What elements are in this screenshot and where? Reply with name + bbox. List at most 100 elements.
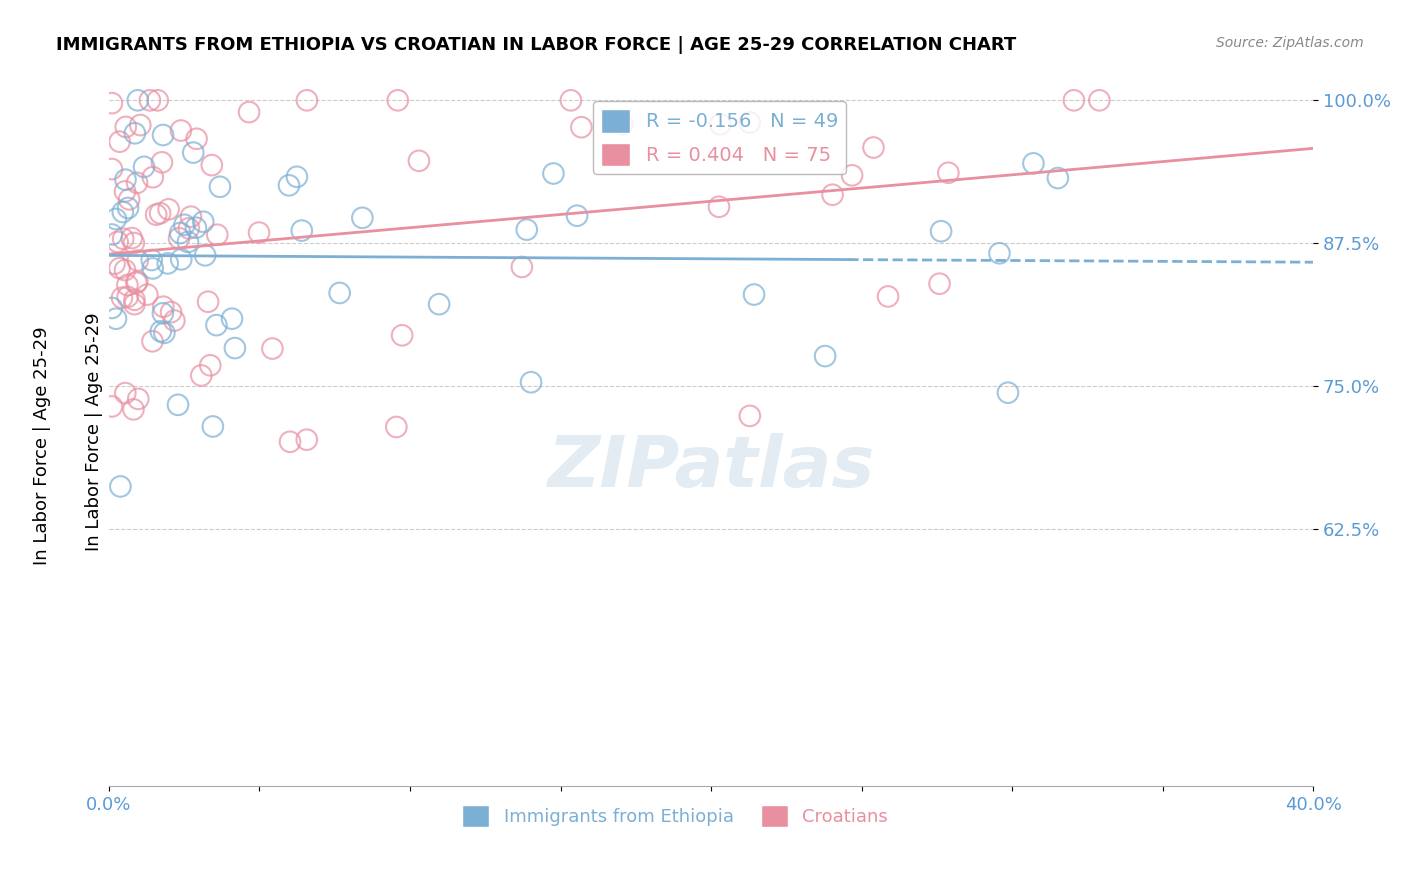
Point xyxy=(127,392,149,406)
Point xyxy=(132,160,155,174)
Point xyxy=(221,311,243,326)
Point xyxy=(149,206,172,220)
Point xyxy=(152,128,174,142)
Point xyxy=(117,201,139,215)
Point xyxy=(612,117,634,131)
Point xyxy=(167,231,190,245)
Point xyxy=(121,231,143,245)
Point xyxy=(114,386,136,401)
Point xyxy=(510,260,533,274)
Point xyxy=(114,185,136,199)
Point xyxy=(103,257,125,271)
Point xyxy=(114,263,136,277)
Point xyxy=(352,211,374,225)
Point xyxy=(122,402,145,417)
Point xyxy=(111,205,134,219)
Point xyxy=(295,93,318,107)
Point xyxy=(157,202,180,217)
Point xyxy=(988,246,1011,260)
Point xyxy=(709,117,731,131)
Point xyxy=(112,232,135,246)
Point xyxy=(104,311,127,326)
Point xyxy=(201,419,224,434)
Point xyxy=(238,105,260,120)
Legend: Immigrants from Ethiopia, Croatians: Immigrants from Ethiopia, Croatians xyxy=(454,797,896,834)
Point xyxy=(163,313,186,327)
Point xyxy=(814,349,837,363)
Point xyxy=(101,227,124,242)
Point xyxy=(150,155,173,169)
Point xyxy=(124,297,146,311)
Point xyxy=(821,187,844,202)
Point xyxy=(385,420,408,434)
Point xyxy=(877,289,900,303)
Point xyxy=(177,235,200,249)
Point xyxy=(101,301,124,315)
Point xyxy=(108,135,131,149)
Point xyxy=(110,479,132,493)
Point xyxy=(145,208,167,222)
Point xyxy=(1022,156,1045,170)
Point xyxy=(208,179,231,194)
Point xyxy=(738,409,761,423)
Point xyxy=(247,226,270,240)
Point xyxy=(107,235,129,249)
Point xyxy=(101,96,124,111)
Point xyxy=(127,253,149,268)
Point xyxy=(149,324,172,338)
Point xyxy=(742,287,765,301)
Point xyxy=(142,170,165,185)
Point xyxy=(104,212,127,227)
Point xyxy=(938,166,960,180)
Point xyxy=(170,252,193,267)
Point xyxy=(177,221,200,235)
Point xyxy=(127,275,149,289)
Point xyxy=(1088,93,1111,107)
Point xyxy=(205,318,228,332)
Point xyxy=(291,223,314,237)
Point xyxy=(224,341,246,355)
Point xyxy=(146,93,169,107)
Point xyxy=(141,334,163,349)
Point xyxy=(125,176,148,190)
Point xyxy=(190,368,212,383)
Point xyxy=(841,169,863,183)
Point xyxy=(170,123,193,137)
Point xyxy=(295,433,318,447)
Point xyxy=(571,120,593,135)
Point xyxy=(387,93,409,107)
Text: IMMIGRANTS FROM ETHIOPIA VS CROATIAN IN LABOR FORCE | AGE 25-29 CORRELATION CHAR: IMMIGRANTS FROM ETHIOPIA VS CROATIAN IN … xyxy=(56,36,1017,54)
Point xyxy=(118,192,141,206)
Point xyxy=(543,166,565,180)
Point xyxy=(124,293,146,307)
Point xyxy=(516,222,538,236)
Point xyxy=(520,376,543,390)
Point xyxy=(117,278,139,293)
Point xyxy=(101,162,124,177)
Point xyxy=(427,297,450,311)
Point xyxy=(929,224,952,238)
Point xyxy=(207,227,229,242)
Point xyxy=(184,220,207,235)
Point xyxy=(194,248,217,262)
Point xyxy=(565,209,588,223)
Text: Source: ZipAtlas.com: Source: ZipAtlas.com xyxy=(1216,36,1364,50)
Text: ZIPatlas: ZIPatlas xyxy=(547,433,875,502)
Point xyxy=(122,235,145,250)
Point xyxy=(127,93,149,107)
Point xyxy=(862,140,884,154)
Point xyxy=(142,261,165,276)
Point xyxy=(141,252,163,267)
Point xyxy=(111,291,134,305)
Point xyxy=(262,342,284,356)
Point xyxy=(173,218,195,232)
Point xyxy=(114,120,136,134)
Y-axis label: In Labor Force | Age 25-29: In Labor Force | Age 25-29 xyxy=(86,313,103,551)
Point xyxy=(169,226,191,240)
Point xyxy=(124,126,146,140)
Text: In Labor Force | Age 25-29: In Labor Force | Age 25-29 xyxy=(34,326,51,566)
Point xyxy=(201,158,224,172)
Point xyxy=(278,434,301,449)
Point xyxy=(152,300,174,314)
Point xyxy=(707,200,730,214)
